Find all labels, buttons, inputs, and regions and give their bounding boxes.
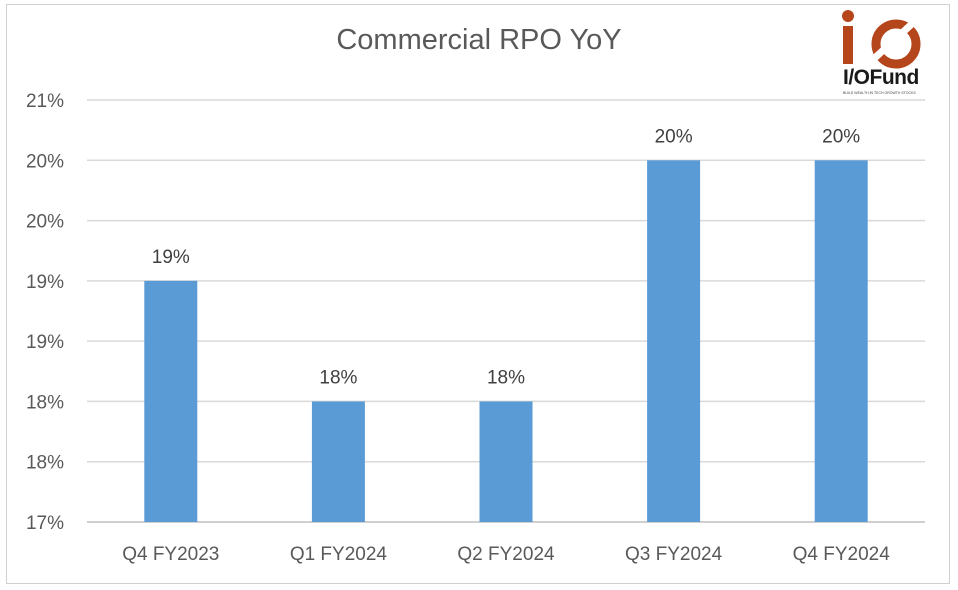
x-tick-label: Q1 FY2024 [290,544,388,565]
x-tick-label: Q3 FY2024 [625,544,723,565]
y-tick-label: 20% [26,212,64,233]
bar [144,280,198,522]
bar [479,401,533,522]
data-label: 20% [822,126,860,147]
y-tick-label: 17% [26,513,64,534]
y-tick-label: 19% [26,272,64,293]
x-tick-label: Q2 FY2024 [457,544,555,565]
data-label: 18% [487,367,525,388]
chart-title: Commercial RPO YoY [336,24,622,56]
logo-mark-icon [842,10,921,69]
y-tick-label: 20% [26,151,64,172]
y-tick-label: 21% [26,91,64,112]
logo-name: I/OFund [843,66,919,89]
logo-tagline: BUILD WEALTH IN TECH GROWTH STOCKS [843,91,916,95]
x-tick-label: Q4 FY2023 [122,544,219,565]
bar [814,160,868,523]
bar [647,160,701,523]
data-label: 20% [655,126,693,147]
y-tick-label: 19% [26,332,64,353]
x-tick-label: Q4 FY2024 [793,544,891,565]
y-tick-label: 18% [26,453,64,474]
data-label: 19% [152,247,190,268]
bar [311,401,365,522]
data-label: 18% [319,367,357,388]
y-tick-label: 18% [26,392,64,413]
